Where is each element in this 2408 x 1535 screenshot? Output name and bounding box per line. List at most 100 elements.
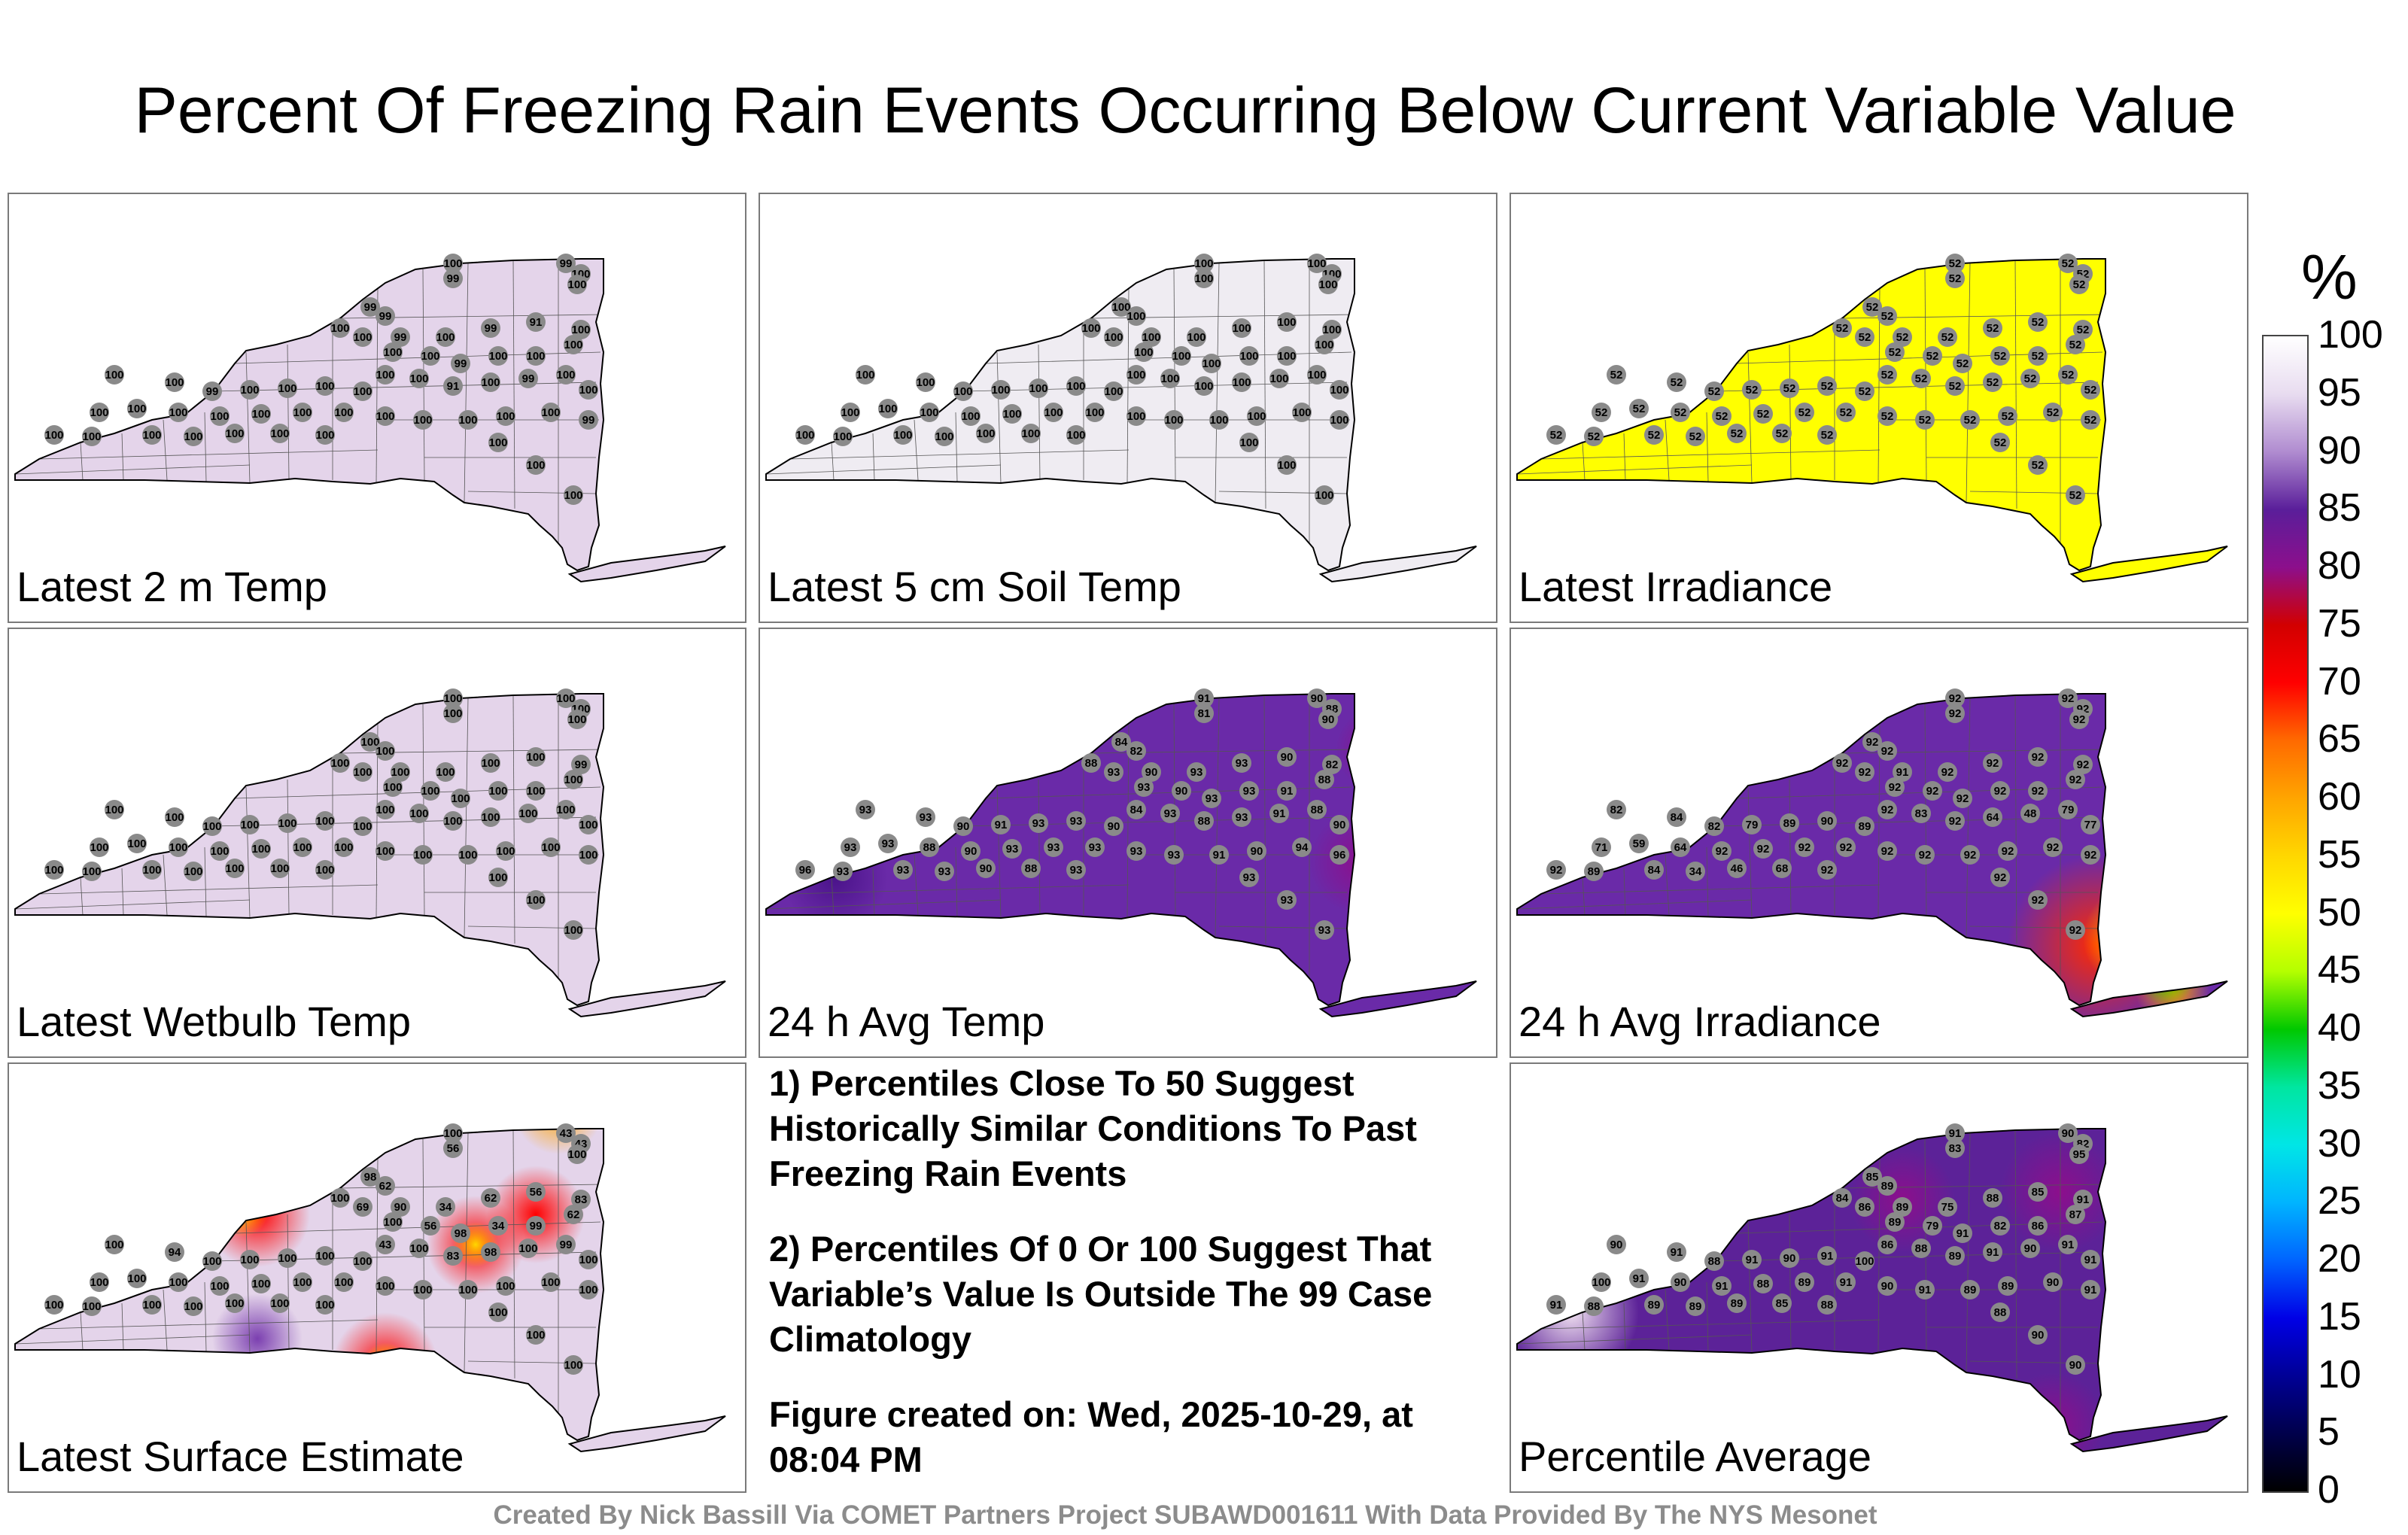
station-value: 90	[2069, 1359, 2082, 1372]
station-marker: 93	[1160, 804, 1180, 823]
station-dot	[564, 770, 583, 789]
station-marker: 52	[1584, 427, 1604, 446]
station-dot	[2028, 1182, 2048, 1202]
station-marker: 85	[2028, 1182, 2048, 1202]
station-marker: 100	[443, 688, 463, 708]
station-marker: 100	[44, 425, 64, 445]
station-value: 100	[1126, 310, 1145, 323]
station-marker: 88	[1081, 753, 1101, 773]
station-marker: 100	[82, 862, 102, 881]
station-value: 98	[364, 1171, 377, 1184]
station-dot	[488, 868, 508, 887]
county-line	[1966, 263, 1971, 503]
station-dot	[2043, 403, 2063, 422]
station-marker: 100	[375, 800, 395, 819]
station-value: 90	[1821, 815, 1834, 828]
station-marker: 92	[1877, 741, 1897, 761]
station-value: 100	[127, 1272, 146, 1285]
station-dot	[1945, 1138, 1965, 1158]
county-line	[914, 419, 919, 481]
station-dot	[1142, 762, 1161, 782]
station-marker: 100	[1315, 335, 1334, 354]
station-marker: 90	[2058, 1123, 2078, 1143]
station-dot	[1686, 427, 1705, 446]
station-value: 56	[424, 1220, 437, 1233]
station-dot	[1644, 860, 1664, 880]
station-value: 89	[1648, 1299, 1661, 1312]
station-dot	[1945, 254, 1965, 273]
station-marker: 100	[458, 845, 478, 865]
station-value: 92	[1881, 845, 1894, 858]
station-value: 99	[447, 272, 460, 285]
station-dot	[1029, 378, 1048, 398]
station-marker: 93	[1134, 777, 1154, 797]
panel-label: Latest 2 m Temp	[17, 563, 327, 610]
station-value: 100	[1322, 324, 1341, 336]
station-dot	[481, 753, 500, 773]
station-dot	[833, 862, 853, 881]
station-value: 100	[567, 278, 586, 291]
station-value: 94	[169, 1246, 181, 1259]
station-dot	[1002, 404, 1022, 424]
station-value: 92	[1866, 736, 1879, 749]
station-value: 82	[1610, 804, 1623, 816]
station-marker: 100	[488, 1302, 508, 1322]
station-dot	[165, 372, 184, 392]
station-dot	[210, 406, 230, 426]
station-dot	[169, 403, 188, 422]
station-dot	[391, 762, 410, 782]
station-value: 82	[1994, 1220, 2007, 1233]
station-marker: 100	[518, 804, 538, 823]
station-marker: 100	[1044, 403, 1063, 422]
station-marker: 100	[375, 365, 395, 385]
station-marker: 100	[278, 1248, 297, 1268]
station-dot	[315, 860, 335, 880]
station-marker: 100	[210, 841, 230, 861]
station-value: 100	[334, 1276, 353, 1289]
station-marker: 100	[1066, 376, 1086, 396]
station-value: 100	[210, 1280, 229, 1293]
station-dot	[1239, 781, 1259, 801]
station-dot	[334, 837, 354, 857]
colorbar-tick-label: 80	[2318, 544, 2361, 588]
station-value: 100	[383, 1216, 402, 1229]
station-marker: 100	[451, 789, 470, 808]
station-value: 100	[353, 331, 372, 344]
state-outline	[1516, 1128, 2107, 1442]
station-marker: 100	[413, 1280, 433, 1299]
station-value: 52	[2073, 278, 2086, 291]
station-dot	[251, 839, 271, 859]
station-value: 100	[315, 380, 334, 393]
station-value: 100	[330, 1192, 349, 1205]
station-value: 89	[1964, 1284, 1977, 1296]
colorbar-tick-label: 40	[2318, 1006, 2361, 1050]
station-value: 52	[2032, 316, 2045, 329]
station-dot	[488, 346, 508, 366]
station-dot	[856, 800, 875, 819]
station-value: 100	[90, 841, 108, 854]
station-dot	[1836, 837, 1856, 857]
station-value: 100	[920, 406, 938, 419]
station-value: 52	[1949, 272, 1962, 285]
station-value: 93	[882, 837, 895, 850]
station-value: 92	[1956, 792, 1969, 805]
station-dot	[90, 837, 109, 857]
station-value: 100	[270, 862, 289, 875]
station-dot	[436, 327, 455, 347]
station-dot	[1194, 688, 1214, 708]
station-dot	[278, 378, 297, 398]
station-dot	[443, 269, 463, 288]
county-line	[38, 1319, 379, 1330]
station-marker: 100	[1315, 485, 1334, 505]
station-value: 100	[556, 692, 575, 705]
station-marker: 100	[488, 781, 508, 801]
station-marker: 100	[1172, 346, 1191, 366]
station-dot	[481, 372, 500, 392]
station-dot	[518, 804, 538, 823]
station-dot	[1817, 1246, 1837, 1266]
station-marker: 100	[916, 372, 935, 392]
station-value: 100	[1194, 380, 1213, 393]
station-marker: 100	[526, 890, 546, 910]
station-marker: 43	[375, 1235, 395, 1254]
